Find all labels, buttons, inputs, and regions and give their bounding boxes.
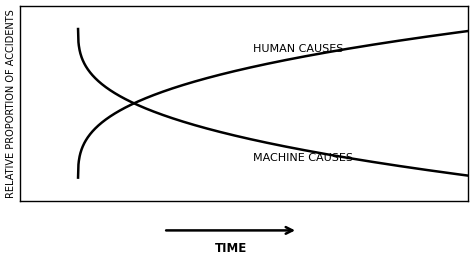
Y-axis label: RELATIVE PROPORTION OF ACCIDENTS: RELATIVE PROPORTION OF ACCIDENTS [6, 9, 16, 198]
Text: MACHINE CAUSES: MACHINE CAUSES [253, 153, 353, 163]
Text: TIME: TIME [215, 242, 247, 255]
Text: HUMAN CAUSES: HUMAN CAUSES [253, 43, 344, 53]
